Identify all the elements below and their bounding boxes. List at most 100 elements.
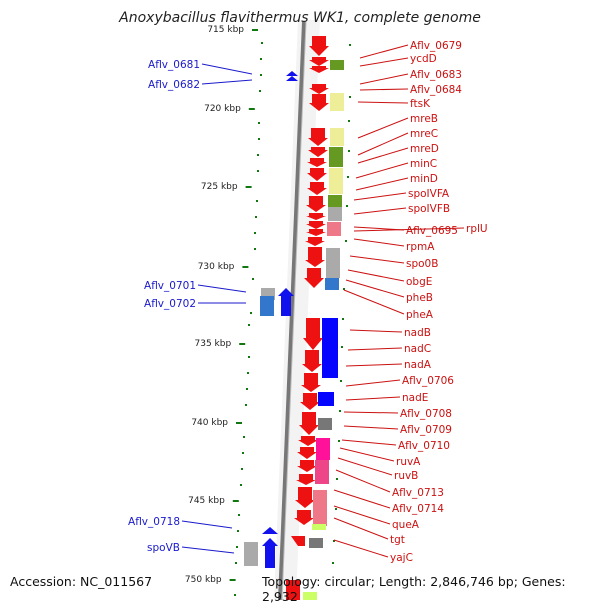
label-leader-line	[333, 505, 391, 525]
gene-label[interactable]: obgE	[406, 276, 432, 288]
gene-label[interactable]: Aflv_0695	[406, 225, 458, 237]
label-leader-line	[337, 457, 393, 476]
gene-label[interactable]: Aflv_0706	[402, 375, 454, 387]
gene-label[interactable]: Aflv_0701	[144, 280, 196, 292]
backbone-line	[278, 21, 306, 600]
scale-tick	[232, 500, 239, 502]
scale-label: 730 kbp	[198, 262, 235, 272]
label-leader-line	[201, 63, 253, 75]
gene-label[interactable]: nadC	[404, 343, 431, 355]
gene-label[interactable]: minC	[410, 158, 437, 170]
gene-label[interactable]: Aflv_0679	[410, 40, 462, 52]
gene-label[interactable]: pheB	[406, 292, 433, 304]
gene-label[interactable]: mreC	[410, 128, 438, 140]
gene-label[interactable]: Aflv_0681	[148, 59, 200, 71]
gene-label[interactable]: Aflv_0713	[392, 487, 444, 499]
label-leader-line	[357, 132, 409, 156]
gene-label[interactable]: ruvA	[396, 456, 421, 468]
gene-label[interactable]: nadE	[402, 392, 428, 404]
left-gene-labels: Aflv_0681 Aflv_0682 Aflv_0701 Aflv_0702 Aflv…	[128, 59, 253, 554]
gene-label[interactable]: ftsK	[410, 98, 431, 110]
gene-label[interactable]: nadA	[404, 359, 432, 371]
label-leader-line	[345, 379, 401, 387]
gene-label[interactable]: Aflv_0710	[398, 440, 450, 452]
gene-label[interactable]: spoIVFA	[408, 188, 450, 200]
gene-label[interactable]: ycdD	[410, 53, 437, 65]
label-leader-line	[359, 88, 409, 91]
scale-tick	[236, 422, 242, 424]
gene-label[interactable]: Aflv_0682	[148, 79, 200, 91]
gene-label[interactable]: pheA	[406, 309, 434, 321]
gene-label[interactable]: Aflv_0714	[392, 503, 444, 515]
scale-axis: 715 kbp 720 kbp 725 kbp 730 kbp 735 kbp 740 k…	[185, 25, 258, 585]
scale-dots	[234, 42, 351, 596]
scale-tick	[229, 579, 236, 581]
label-leader-line	[181, 546, 235, 554]
label-leader-line	[353, 192, 407, 201]
scale-tick	[252, 29, 258, 31]
scale-tick	[239, 343, 246, 345]
gene-label[interactable]: yajC	[390, 552, 413, 564]
label-leader-line	[359, 44, 409, 59]
label-leader-line	[349, 255, 405, 264]
label-leader-line	[353, 207, 407, 215]
accession-label: Accession: NC_011567	[10, 574, 153, 589]
label-leader-line	[353, 227, 465, 232]
scale-label: 720 kbp	[204, 104, 241, 114]
label-leader-line	[355, 162, 409, 179]
label-leader-line	[345, 396, 401, 401]
label-leader-line	[333, 489, 391, 509]
gene-label[interactable]: spoVB	[147, 542, 180, 554]
label-leader-line	[353, 238, 405, 247]
label-leader-line	[343, 411, 399, 414]
annotation-bars	[244, 60, 344, 600]
gene-label[interactable]: Aflv_0684	[410, 84, 462, 96]
label-leader-line	[349, 329, 403, 333]
label-leader-line	[343, 425, 399, 430]
genome-title: Anoxybacillus flavithermus WK1, complete…	[119, 10, 481, 26]
label-leader-line	[201, 79, 253, 85]
scale-label: 750 kbp	[185, 575, 222, 585]
label-leader-line	[339, 447, 395, 462]
label-leader-line	[343, 289, 405, 315]
gene-label[interactable]: spo0B	[406, 258, 438, 270]
label-leader-line	[345, 363, 403, 367]
gene-label[interactable]: Aflv_0702	[144, 298, 196, 310]
gene-label[interactable]: rplU	[466, 223, 488, 235]
scale-label: 735 kbp	[195, 339, 232, 349]
forward-genes	[286, 36, 329, 600]
gene-label[interactable]: rpmA	[406, 241, 435, 253]
gene-label[interactable]: Aflv_0683	[410, 69, 462, 81]
gene-label[interactable]: queA	[392, 519, 420, 531]
gene-label[interactable]: Aflv_0709	[400, 424, 452, 436]
scale-label: 725 kbp	[201, 182, 238, 192]
label-leader-line	[345, 279, 405, 298]
label-leader-line	[341, 439, 397, 446]
scale-tick	[248, 108, 255, 110]
label-leader-line	[357, 147, 409, 164]
gene-label[interactable]: ruvB	[394, 470, 418, 482]
scale-label: 740 kbp	[191, 418, 228, 428]
reverse-genes	[262, 71, 338, 568]
scale-label: 715 kbp	[207, 25, 244, 35]
gene-label[interactable]: minD	[410, 173, 438, 185]
label-leader-line	[355, 177, 409, 191]
label-leader-line	[357, 117, 409, 139]
label-leader-line	[333, 539, 389, 558]
gene-label[interactable]: Aflv_0718	[128, 516, 180, 528]
scale-tick	[245, 186, 252, 188]
gene-label[interactable]: spoIVFB	[408, 203, 450, 215]
gene-label[interactable]: mreB	[410, 113, 438, 125]
label-leader-line	[347, 269, 405, 282]
label-leader-line	[335, 469, 391, 493]
gene-label[interactable]: mreD	[410, 143, 439, 155]
gene-label[interactable]: nadB	[404, 327, 431, 339]
gene-label[interactable]: tgt	[390, 534, 405, 546]
label-leader-line	[359, 57, 409, 67]
label-leader-line	[333, 517, 389, 540]
gene-label[interactable]: Aflv_0708	[400, 408, 452, 420]
backbone-highlight	[281, 21, 307, 600]
scale-label: 745 kbp	[188, 496, 225, 506]
